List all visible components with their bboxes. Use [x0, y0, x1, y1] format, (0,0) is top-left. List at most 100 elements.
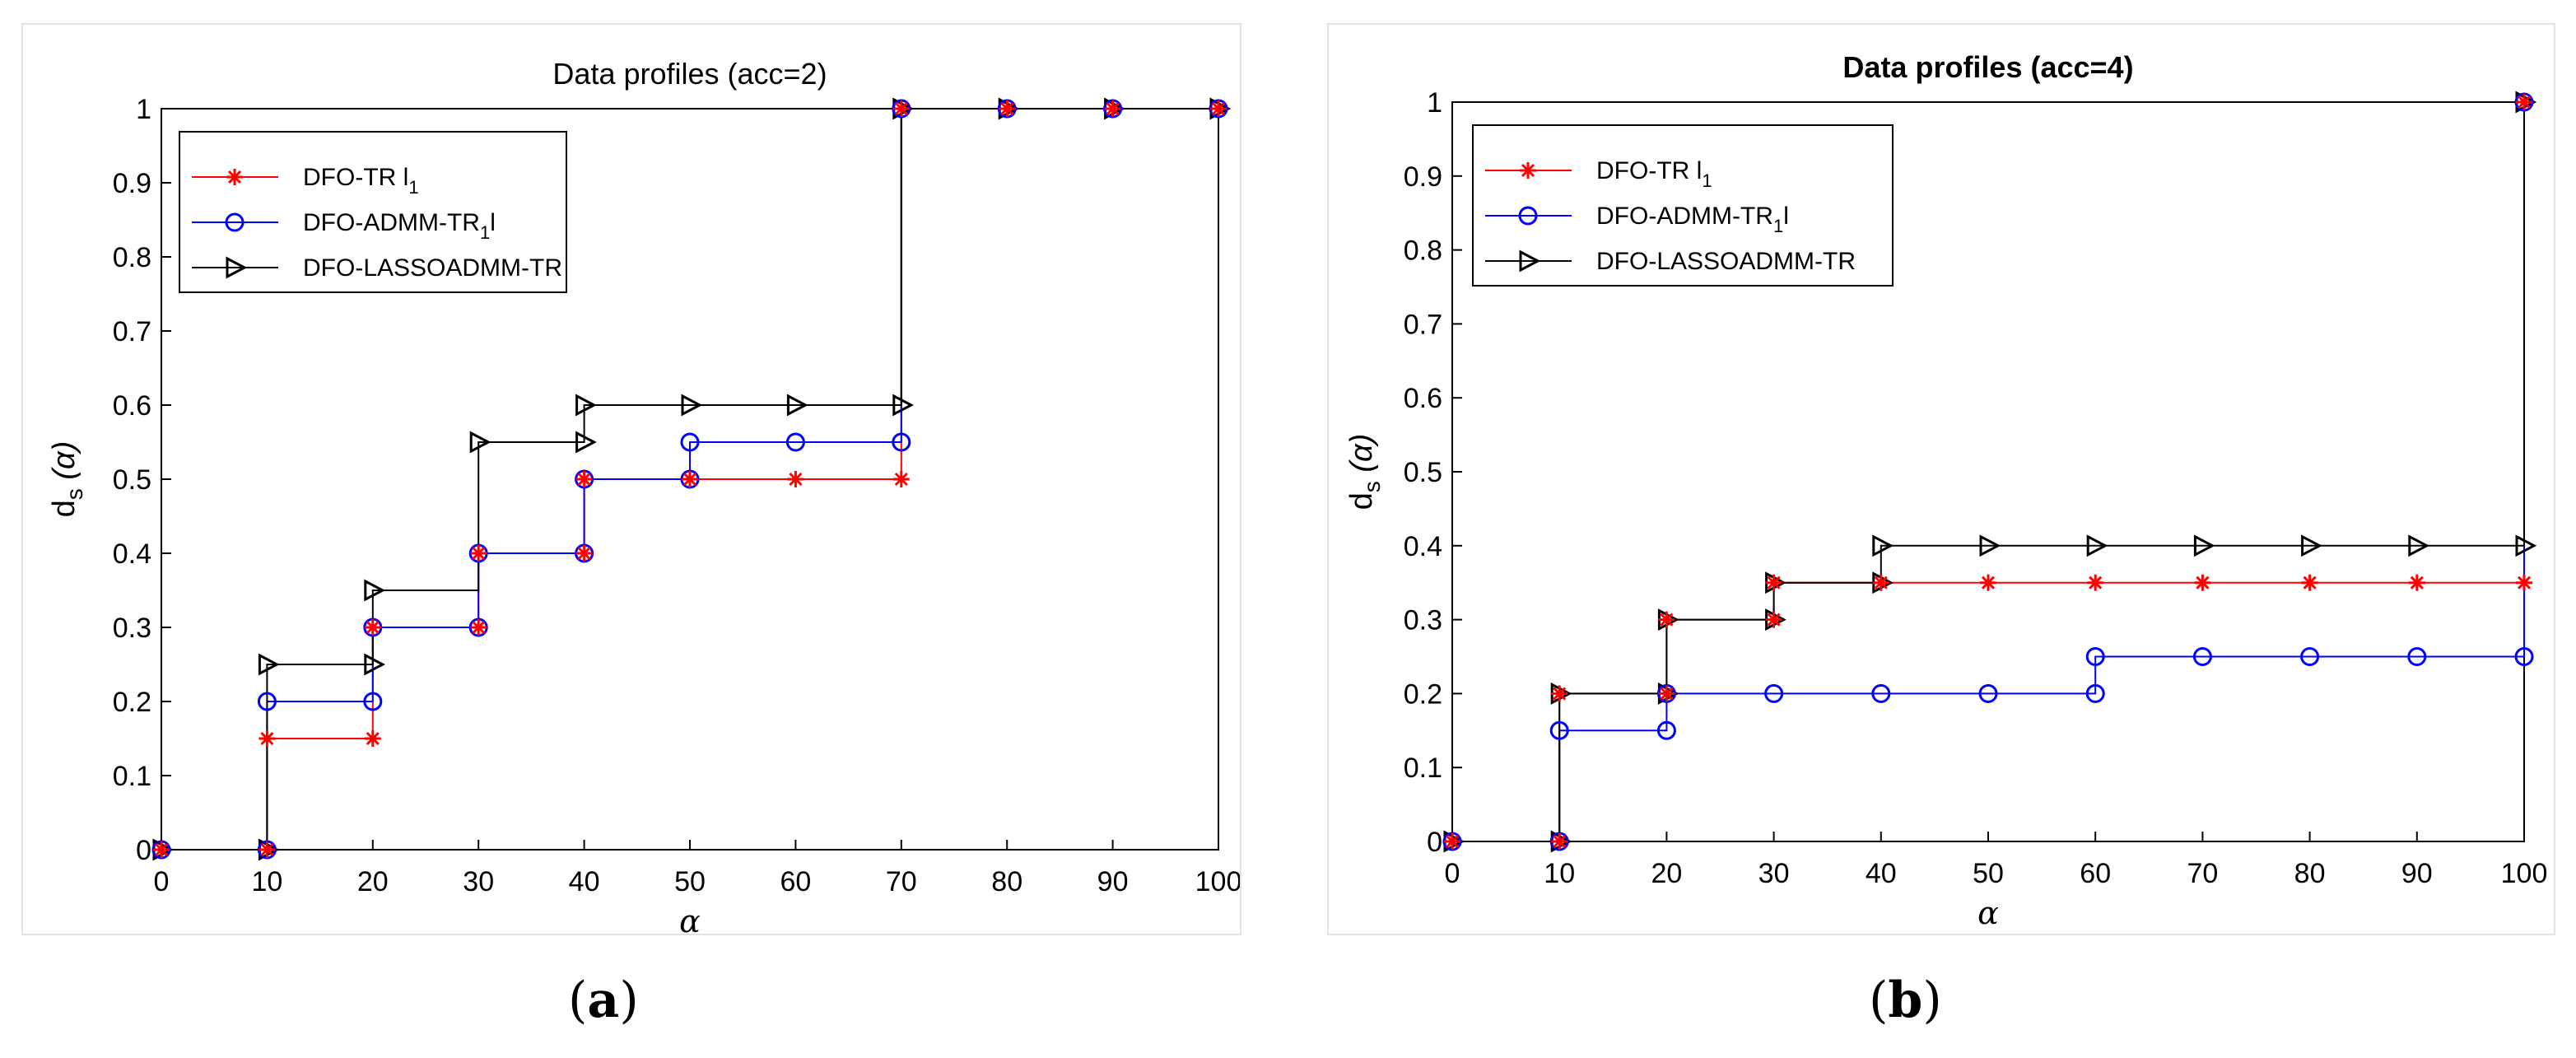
y-tick-label: 0.4 — [1404, 531, 1442, 562]
data-point — [259, 841, 276, 858]
data-point — [1104, 100, 1121, 117]
legend-label: DFO-ADMM-TR1l — [303, 209, 496, 243]
data-point — [787, 471, 804, 487]
x-tick-label: 20 — [357, 866, 389, 897]
data-point — [153, 841, 170, 858]
data-point — [1551, 833, 1568, 850]
data-point — [2301, 574, 2318, 591]
data-point — [2086, 534, 2108, 557]
data-point — [364, 579, 386, 602]
legend — [1472, 124, 1894, 287]
y-tick-label: 0.2 — [113, 687, 151, 718]
data-point — [786, 394, 808, 417]
data-point — [575, 545, 593, 562]
x-tick-label: 90 — [2401, 858, 2433, 889]
data-point — [1764, 683, 1784, 703]
y-tick-label: 0.2 — [1404, 678, 1442, 710]
y-tick-label: 0.5 — [1404, 457, 1442, 488]
legend-marker — [225, 212, 245, 232]
legend-marker — [1518, 206, 1538, 226]
x-tick-label: 40 — [569, 866, 600, 897]
data-point — [363, 692, 383, 711]
y-tick-label: 0.3 — [1404, 605, 1442, 636]
data-point — [2301, 534, 2322, 557]
y-axis-label: ds (α) — [1344, 434, 1385, 510]
data-point — [2407, 647, 2427, 666]
data-point — [682, 471, 698, 487]
x-tick-label: 0 — [1445, 858, 1460, 889]
data-point — [785, 432, 805, 452]
y-tick-label: 0.6 — [1404, 383, 1442, 414]
x-tick-label: 10 — [1544, 858, 1575, 889]
data-point — [2193, 534, 2215, 557]
data-point — [2085, 647, 2105, 666]
x-tick-label: 50 — [674, 866, 706, 897]
data-point — [999, 100, 1016, 117]
y-tick-label: 0.9 — [1404, 161, 1442, 193]
y-tick-label: 0.7 — [113, 316, 151, 347]
data-point — [2515, 534, 2537, 557]
data-point — [892, 471, 910, 487]
data-point — [2192, 647, 2212, 666]
y-tick-label: 0.9 — [113, 168, 151, 199]
data-point — [575, 394, 597, 417]
data-point — [2514, 647, 2534, 666]
data-point — [258, 653, 280, 676]
x-tick-label: 60 — [2080, 858, 2111, 889]
y-tick-label: 0.5 — [113, 464, 151, 496]
data-point — [1980, 574, 1996, 591]
data-point — [1872, 574, 1889, 591]
x-tick-label: 70 — [2187, 858, 2218, 889]
x-tick-label: 100 — [1195, 866, 1240, 897]
legend — [179, 131, 567, 293]
y-tick-label: 1 — [136, 94, 151, 125]
y-tick-label: 0.8 — [113, 242, 151, 273]
data-point — [1658, 685, 1675, 702]
data-point — [364, 619, 381, 636]
chart-b: Data profiles (acc=4)0 10 20 30 40 50 60 70 80 90… — [1344, 50, 2548, 931]
y-tick-label: 1 — [1427, 87, 1442, 119]
data-point — [1765, 574, 1782, 591]
y-tick-label: 0.4 — [113, 538, 151, 570]
chart-a: Data profiles (acc=2)0 10 20 30 40 50 60 70 80 90… — [47, 57, 1240, 934]
data-point — [1656, 720, 1676, 740]
y-tick-label: 0.7 — [1404, 309, 1442, 340]
data-point — [1872, 534, 1894, 557]
chart-panel-b: Data profiles (acc=4) 0 10 20 30 40 50 60 70 80 90… — [1327, 23, 2555, 935]
legend-label: DFO-ADMM-TR1l — [1596, 203, 1789, 236]
data-point — [680, 432, 700, 452]
legend-marker — [1520, 162, 1536, 179]
data-point — [2408, 534, 2430, 557]
data-point — [892, 432, 911, 452]
series-line — [161, 108, 1218, 851]
x-tick-label: 100 — [2501, 858, 2548, 889]
x-tick-label: 50 — [1973, 858, 2004, 889]
data-point — [681, 394, 703, 417]
series-line — [1452, 102, 2525, 842]
y-tick-label: 0.1 — [113, 761, 151, 792]
y-tick-label: 0 — [136, 835, 151, 866]
caption-b: (b) — [1869, 972, 1942, 1029]
data-point — [470, 545, 487, 562]
legend-label: DFO-LASSOADMM-TR — [1596, 248, 1856, 275]
legend-marker — [226, 169, 243, 185]
data-point — [469, 431, 491, 454]
data-point — [1979, 534, 2001, 557]
x-tick-label: 10 — [251, 866, 282, 897]
data-point — [2516, 94, 2532, 110]
legend-label: DFO-LASSOADMM-TR — [303, 254, 562, 282]
x-tick-label: 90 — [1097, 866, 1129, 897]
data-point — [575, 471, 593, 487]
series-line — [1452, 102, 2525, 842]
data-point — [1210, 100, 1227, 117]
data-point — [1978, 683, 1998, 703]
data-point — [470, 619, 487, 636]
x-tick-label: 0 — [154, 866, 170, 897]
chart-title: Data profiles (acc=2) — [552, 57, 827, 91]
x-tick-label: 70 — [886, 866, 917, 897]
data-point — [2516, 574, 2532, 591]
data-point — [1765, 611, 1782, 628]
data-point — [364, 730, 381, 747]
data-point — [2408, 574, 2425, 591]
legend-marker — [1519, 249, 1541, 273]
